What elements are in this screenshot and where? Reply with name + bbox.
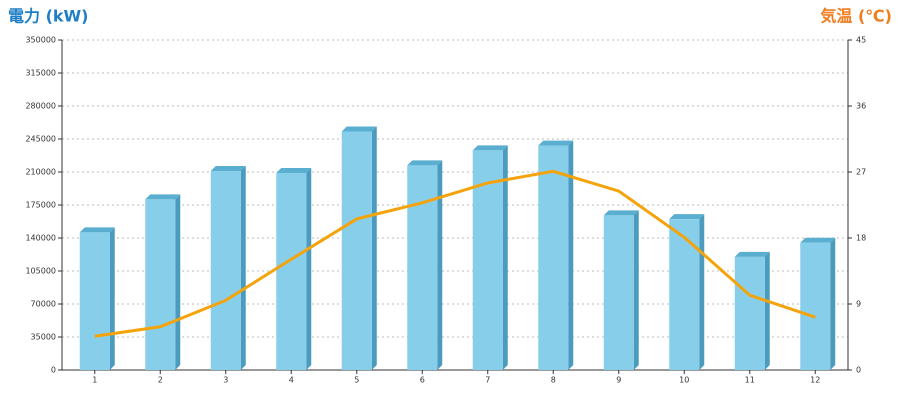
y-tick-label: 280000 (25, 102, 56, 111)
bar (79, 232, 110, 370)
y-tick-label: 175000 (25, 201, 56, 210)
x-tick-label: 6 (420, 376, 425, 385)
y-tick-label: 0 (51, 366, 56, 375)
x-tick-label: 7 (485, 376, 490, 385)
y2-axis-title: 気温 (℃) (820, 7, 892, 26)
x-tick-label: 5 (354, 376, 359, 385)
bar-side (699, 214, 705, 370)
y-tick-label: 315000 (25, 69, 56, 78)
y-tick-label: 70000 (31, 300, 56, 309)
y2-tick-label: 36 (856, 102, 866, 111)
x-tick-label: 2 (158, 376, 163, 385)
bar-side (568, 140, 574, 370)
bar (734, 256, 765, 370)
bar-side (437, 160, 443, 370)
bar-side (109, 227, 115, 370)
bar-side (306, 167, 312, 370)
bar-top (603, 210, 639, 216)
y-tick-label: 245000 (25, 135, 56, 144)
y-axis-title: 電力 (kW) (8, 7, 89, 26)
bar (145, 199, 176, 370)
y-tick-label: 105000 (25, 267, 56, 276)
bar-top (79, 227, 115, 233)
y2-tick-label: 45 (856, 36, 866, 45)
bar-side (502, 145, 508, 370)
y-tick-label: 350000 (25, 36, 56, 45)
bar-side (633, 210, 639, 370)
bar-side (830, 237, 836, 370)
y2-tick-label: 18 (856, 234, 866, 243)
bar-side (371, 126, 377, 370)
bar (669, 219, 700, 370)
bar-top (145, 194, 181, 200)
y-tick-label: 140000 (25, 234, 56, 243)
temperature-line (94, 169, 816, 338)
y-tick-label: 210000 (25, 168, 56, 177)
y-tick-label: 35000 (31, 333, 56, 342)
bar-top (800, 237, 836, 243)
bar-side (764, 251, 770, 370)
x-tick-label: 4 (289, 376, 294, 385)
bar-top (407, 160, 443, 166)
bar-top (669, 214, 705, 220)
bar-top (734, 251, 770, 257)
bar (603, 215, 634, 370)
bar-top (341, 126, 377, 132)
bar-top (210, 166, 246, 172)
bar (341, 131, 372, 370)
x-tick-label: 9 (616, 376, 621, 385)
y2-tick-label: 0 (856, 366, 861, 375)
x-tick-label: 10 (679, 376, 689, 385)
bar (210, 171, 241, 370)
bar (276, 172, 307, 370)
bar-top (472, 145, 508, 151)
bar-top (538, 140, 574, 146)
bar (800, 242, 831, 370)
x-tick-label: 12 (810, 376, 820, 385)
x-tick-label: 8 (551, 376, 556, 385)
bar-side (175, 194, 181, 370)
x-tick-label: 3 (223, 376, 228, 385)
y2-tick-label: 27 (856, 168, 866, 177)
y2-tick-label: 9 (856, 300, 861, 309)
bar-top (276, 167, 312, 173)
bar-side (240, 166, 246, 370)
bar (538, 145, 569, 370)
x-tick-label: 1 (92, 376, 97, 385)
x-tick-label: 11 (745, 376, 755, 385)
bar (407, 165, 438, 370)
